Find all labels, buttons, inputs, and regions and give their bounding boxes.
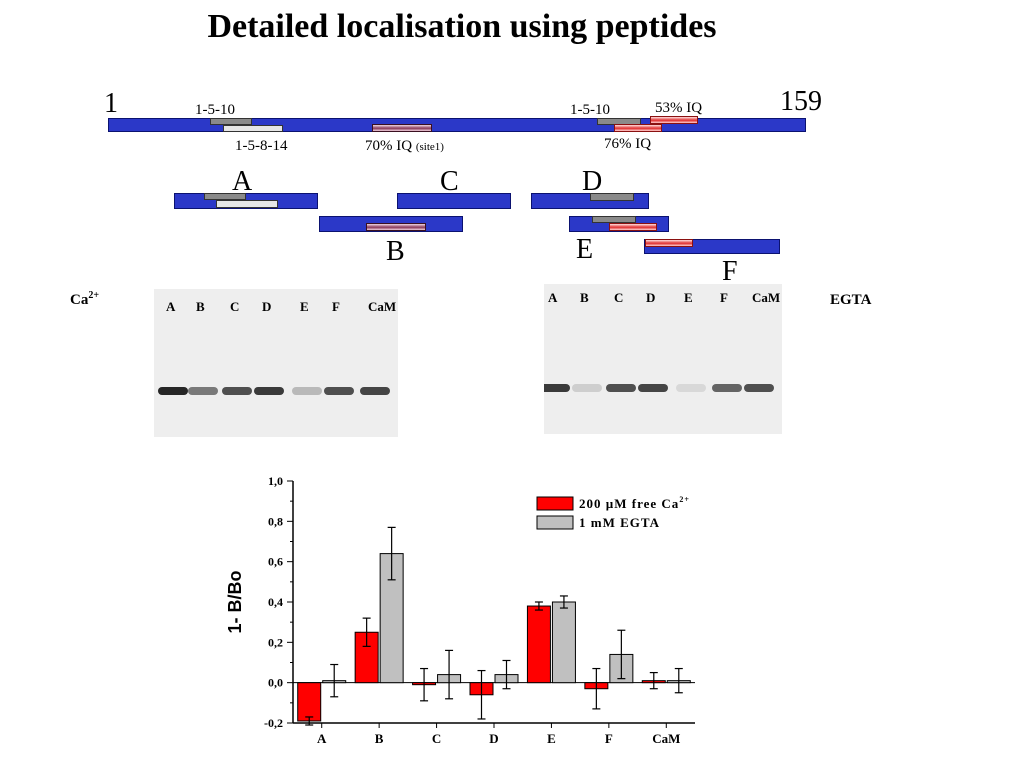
iq-site1-segment [372, 124, 432, 132]
peptide-f-label: F [722, 256, 738, 287]
bar-1-mm-egta [551, 601, 576, 684]
peptide-e-iq [609, 223, 657, 231]
egta-condition-label: EGTA [830, 292, 872, 308]
y-tick-label: 0,6 [268, 555, 283, 569]
gel-band-f [712, 384, 742, 392]
legend-label-sup: 2+ [679, 495, 690, 504]
gel-lane-label-d: D [262, 299, 272, 314]
y-tick-label: 1,0 [268, 474, 283, 488]
x-tick-label: D [489, 731, 498, 746]
x-tick-label: B [375, 731, 384, 746]
gel-band-e [292, 387, 322, 395]
legend-swatch [536, 496, 574, 511]
y-axis-label: 1- B/Bo [225, 570, 245, 633]
peptide-a-light [216, 200, 278, 208]
gel-band-e [676, 384, 706, 392]
gel-band-f [324, 387, 354, 395]
gel-lane-label-b: B [580, 290, 589, 305]
motif-right-top-label: 1-5-10 [570, 102, 610, 118]
gel-lane-label-d: D [646, 290, 656, 305]
peptide-b-iq [366, 223, 426, 231]
iq-53-segment [650, 116, 698, 124]
y-tick-label: 0,0 [268, 676, 283, 690]
gel-lane-label-b: B [196, 299, 205, 314]
peptide-d-label: D [582, 166, 603, 197]
gel-band-c [222, 387, 252, 395]
gel-ca: A B C D E F CaM [154, 289, 398, 437]
gel-band-b [188, 387, 218, 395]
legend-swatch [536, 515, 574, 530]
ca-label-sup: 2+ [88, 290, 100, 301]
gel-band-cam [744, 384, 774, 392]
iq-site1-text: 70% IQ [365, 138, 413, 154]
peptide-e-grey [592, 216, 636, 223]
iq-76-label: 76% IQ [604, 136, 652, 152]
gel-lane-label-f: F [720, 290, 728, 305]
peptide-b-label: B [386, 236, 405, 267]
x-tick-label: F [605, 731, 613, 746]
gel-band-d [638, 384, 668, 392]
iq-76-segment [614, 124, 662, 132]
ca-label-text: Ca [70, 292, 89, 308]
x-tick-label: C [432, 731, 441, 746]
ca-condition-label: Ca2+ [70, 290, 99, 309]
iq-site1-suffix: (site1) [415, 141, 444, 153]
gel-band-a [158, 387, 188, 395]
iq-site1-label: 70% IQ (site1) [365, 138, 444, 155]
peptide-d-grey [590, 193, 634, 201]
y-tick-label: 0,2 [268, 635, 283, 649]
gel-band-d [254, 387, 284, 395]
bar-200-m-free-ca [297, 682, 322, 722]
motif-left-bottom-label: 1-5-8-14 [235, 138, 288, 154]
peptide-e-label: E [576, 234, 594, 265]
gel-lane-label-cam: CaM [752, 290, 781, 305]
map-end-label: 159 [780, 86, 822, 117]
iq-53-label: 53% IQ [655, 100, 703, 116]
gel-band-c [606, 384, 636, 392]
bar-200-m-free-ca [526, 605, 551, 684]
legend-label: 1 mM EGTA [579, 515, 660, 530]
page-title: Detailed localisation using peptides [207, 8, 717, 45]
gel-lane-label-f: F [332, 299, 340, 314]
peptide-c-label: C [440, 166, 459, 197]
peptide-a-label: A [232, 166, 253, 197]
peptide-a-grey [204, 193, 246, 200]
gel-lane-label-a: A [166, 299, 176, 314]
gel-lane-label-e: E [684, 290, 693, 305]
peptide-f-iq [645, 239, 693, 247]
y-tick-label: 0,8 [268, 514, 283, 528]
gel-lane-label-a: A [548, 290, 558, 305]
gel-lane-label-e: E [300, 299, 309, 314]
x-tick-label: A [317, 731, 327, 746]
binding-bar-chart: -0,2 0,0 0,2 0,4 0,6 0,8 1,0 1- B/Bo A B C D E F CaM 20… [225, 474, 695, 746]
map-start-label: 1 [104, 88, 118, 119]
x-tick-label: CaM [652, 731, 680, 746]
y-tick-label: 0,4 [268, 595, 283, 609]
motif-left-grey [210, 118, 252, 125]
y-tick-label: -0,2 [264, 716, 283, 730]
legend-label: 200 µM free Ca2+ [579, 495, 690, 511]
gel-band-a [544, 384, 570, 392]
gel-egta: A B C D E F CaM [544, 284, 782, 434]
motif-left-top-label: 1-5-10 [195, 102, 235, 118]
x-tick-label: E [547, 731, 556, 746]
gel-lane-label-cam: CaM [368, 299, 397, 314]
gel-lane-label-c: C [230, 299, 240, 314]
gel-band-cam [360, 387, 390, 395]
gel-lane-label-c: C [614, 290, 624, 305]
motif-left-light [223, 125, 283, 132]
peptide-c-bar [397, 193, 511, 209]
gel-band-b [572, 384, 602, 392]
